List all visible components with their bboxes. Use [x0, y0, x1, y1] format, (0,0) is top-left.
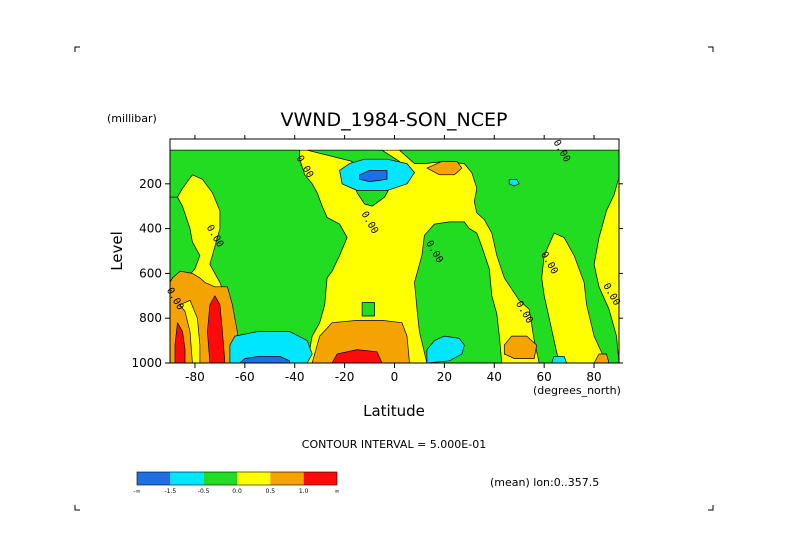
contour-region-14 [503, 335, 538, 359]
axis-ticks: -80 -60 -40 -20 0 20 40 60 80 200 400 600 800 1000 [131, 135, 623, 384]
colorbar-swatch [303, 472, 337, 485]
x-tick-label: 60 [537, 370, 552, 384]
x-tick-label: 20 [437, 370, 452, 384]
x-tick-label: 0 [391, 370, 399, 384]
y-unit-label: (millibar) [107, 112, 157, 125]
contour-region-16 [229, 331, 313, 363]
contour-region-15 [593, 353, 610, 363]
contour-region-4 [399, 149, 619, 363]
colorbar-label: -1.5 [164, 488, 176, 495]
colorbar-label: -0.5 [198, 488, 210, 495]
contour-region-19 [359, 170, 388, 182]
colorbar-swatch [237, 472, 271, 485]
contour-fills [170, 149, 619, 363]
colorbar-frame [136, 471, 338, 486]
chart-title: VWND_1984-SON_NCEP [280, 109, 507, 131]
contour-region-20 [426, 335, 465, 363]
colorbar-swatch [137, 472, 171, 485]
x-axis-label: Latitude [363, 402, 425, 420]
x-tick-label: -20 [335, 370, 355, 384]
colorbar-label: ∞ [335, 488, 340, 495]
x-unit-label: (degrees_north) [533, 384, 621, 397]
colorbar-label: 0.5 [266, 488, 276, 495]
contour-region-11 [207, 295, 226, 363]
y-axis-label: Level [108, 231, 126, 271]
contour-region-13 [426, 161, 463, 176]
x-tick-label: -80 [185, 370, 205, 384]
colorbar-swatch [270, 472, 304, 485]
contour-interval-text: CONTOUR INTERVAL = 5.000E-01 [302, 438, 486, 451]
colorbar-label: 1.0 [299, 488, 309, 495]
contour-region-21 [508, 178, 520, 187]
y-tick-label: 600 [139, 266, 162, 280]
colorbar: -∞ -1.5 -0.5 0.0 0.5 1.0 ∞ [133, 471, 340, 495]
contour-region-17 [239, 355, 291, 363]
corner-marks [74, 46, 714, 511]
x-tick-label: -60 [235, 370, 255, 384]
colorbar-label: -∞ [133, 488, 140, 495]
contour-region-6 [361, 302, 375, 317]
x-tick-label: -40 [285, 370, 305, 384]
x-tick-label: 80 [586, 370, 601, 384]
contour-region-10 [174, 322, 186, 363]
y-tick-label: 1000 [131, 356, 162, 370]
contour-region-5 [414, 221, 503, 363]
contour-region-22 [551, 355, 567, 363]
y-tick-label: 200 [139, 177, 162, 191]
colorbar-swatch [203, 472, 237, 485]
mean-note: (mean) lon:0..357.5 [490, 476, 599, 489]
contour-region-8 [179, 299, 201, 363]
x-tick-label: 40 [487, 370, 502, 384]
colorbar-swatch [170, 472, 204, 485]
colorbar-label: 0.0 [232, 488, 242, 495]
contour-region-9 [311, 320, 410, 363]
y-tick-label: 400 [139, 222, 162, 236]
y-tick-label: 800 [139, 311, 162, 325]
contour-region-12 [331, 349, 383, 363]
